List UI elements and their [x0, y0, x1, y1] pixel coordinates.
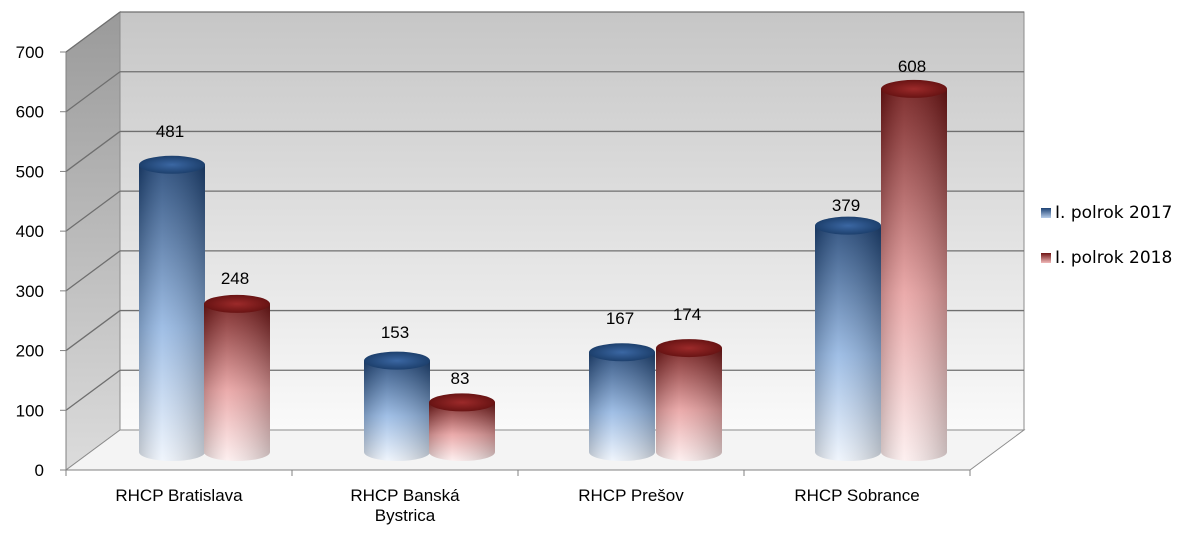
gridline-side: [65, 130, 121, 172]
y-tick-label: 200: [16, 342, 44, 361]
gridline-side: [65, 310, 121, 352]
gridline-side: [65, 250, 121, 292]
data-label: 174: [673, 305, 701, 324]
gridline-side: [65, 71, 121, 113]
bar-shading: [881, 88, 947, 462]
bar-shading: [656, 348, 722, 461]
legend-swatch-2017: [1041, 208, 1051, 218]
bar-2017: 167: [589, 309, 655, 461]
gridline-side: [65, 11, 121, 53]
bar-shading: [139, 164, 205, 461]
x-tick-label: RHCP Sobrance: [794, 486, 919, 505]
bar-top: [364, 351, 430, 370]
data-label: 167: [606, 309, 634, 328]
x-tick-label: RHCP Prešov: [578, 486, 684, 505]
y-tick-label: 400: [16, 222, 44, 241]
legend-label-2017: I. polrok 2017: [1055, 203, 1172, 223]
bar-2018: 83: [429, 369, 495, 461]
bar-top: [429, 393, 495, 412]
bar-shading: [589, 352, 655, 461]
bar-2018: 608: [881, 57, 947, 462]
bar-2018: 248: [204, 269, 270, 461]
x-tick-label: RHCP Bratislava: [115, 486, 243, 505]
side-wall: [65, 11, 121, 471]
bar-2017: 379: [815, 196, 881, 461]
bar-top: [204, 294, 270, 313]
bar-top: [815, 216, 881, 235]
bar-top: [139, 155, 205, 174]
legend-swatch-2018: [1041, 253, 1051, 263]
bar-shading: [204, 303, 270, 461]
x-axis: RHCP Bratislava RHCP Banská Bystrica RHCP P…: [65, 469, 971, 525]
legend-label-2018: I. polrok 2018: [1055, 248, 1172, 268]
bar-top: [656, 339, 722, 358]
bar-top: [881, 79, 947, 98]
bar-top: [589, 343, 655, 362]
legend: I. polrok 2017 I. polrok 2018: [1041, 203, 1172, 268]
bar-2017: 481: [139, 122, 205, 461]
gridline-side: [65, 369, 121, 411]
data-label: 83: [451, 369, 470, 388]
y-tick-label: 500: [16, 162, 44, 181]
y-tick-label: 100: [16, 401, 44, 420]
y-tick-label: 300: [16, 282, 44, 301]
bar-shading: [364, 360, 430, 461]
bar-2017: 153: [364, 323, 430, 461]
bar-shading: [429, 402, 495, 461]
data-label: 153: [381, 323, 409, 342]
data-label: 481: [156, 122, 184, 141]
y-tick-label: 0: [35, 461, 44, 480]
bars: 481 248 153 83 167 174 379 608: [139, 57, 947, 462]
bar-2018: 174: [656, 305, 722, 461]
y-axis: 0 100 200 300 400 500 600 700: [16, 43, 67, 480]
y-tick-label: 700: [16, 43, 44, 62]
data-label: 608: [898, 57, 926, 76]
gridline-side: [65, 190, 121, 232]
data-label: 379: [832, 196, 860, 215]
y-tick-label: 600: [16, 103, 44, 122]
x-tick-label: RHCP Banská Bystrica: [350, 486, 460, 525]
bar-shading: [815, 225, 881, 461]
data-label: 248: [221, 269, 249, 288]
